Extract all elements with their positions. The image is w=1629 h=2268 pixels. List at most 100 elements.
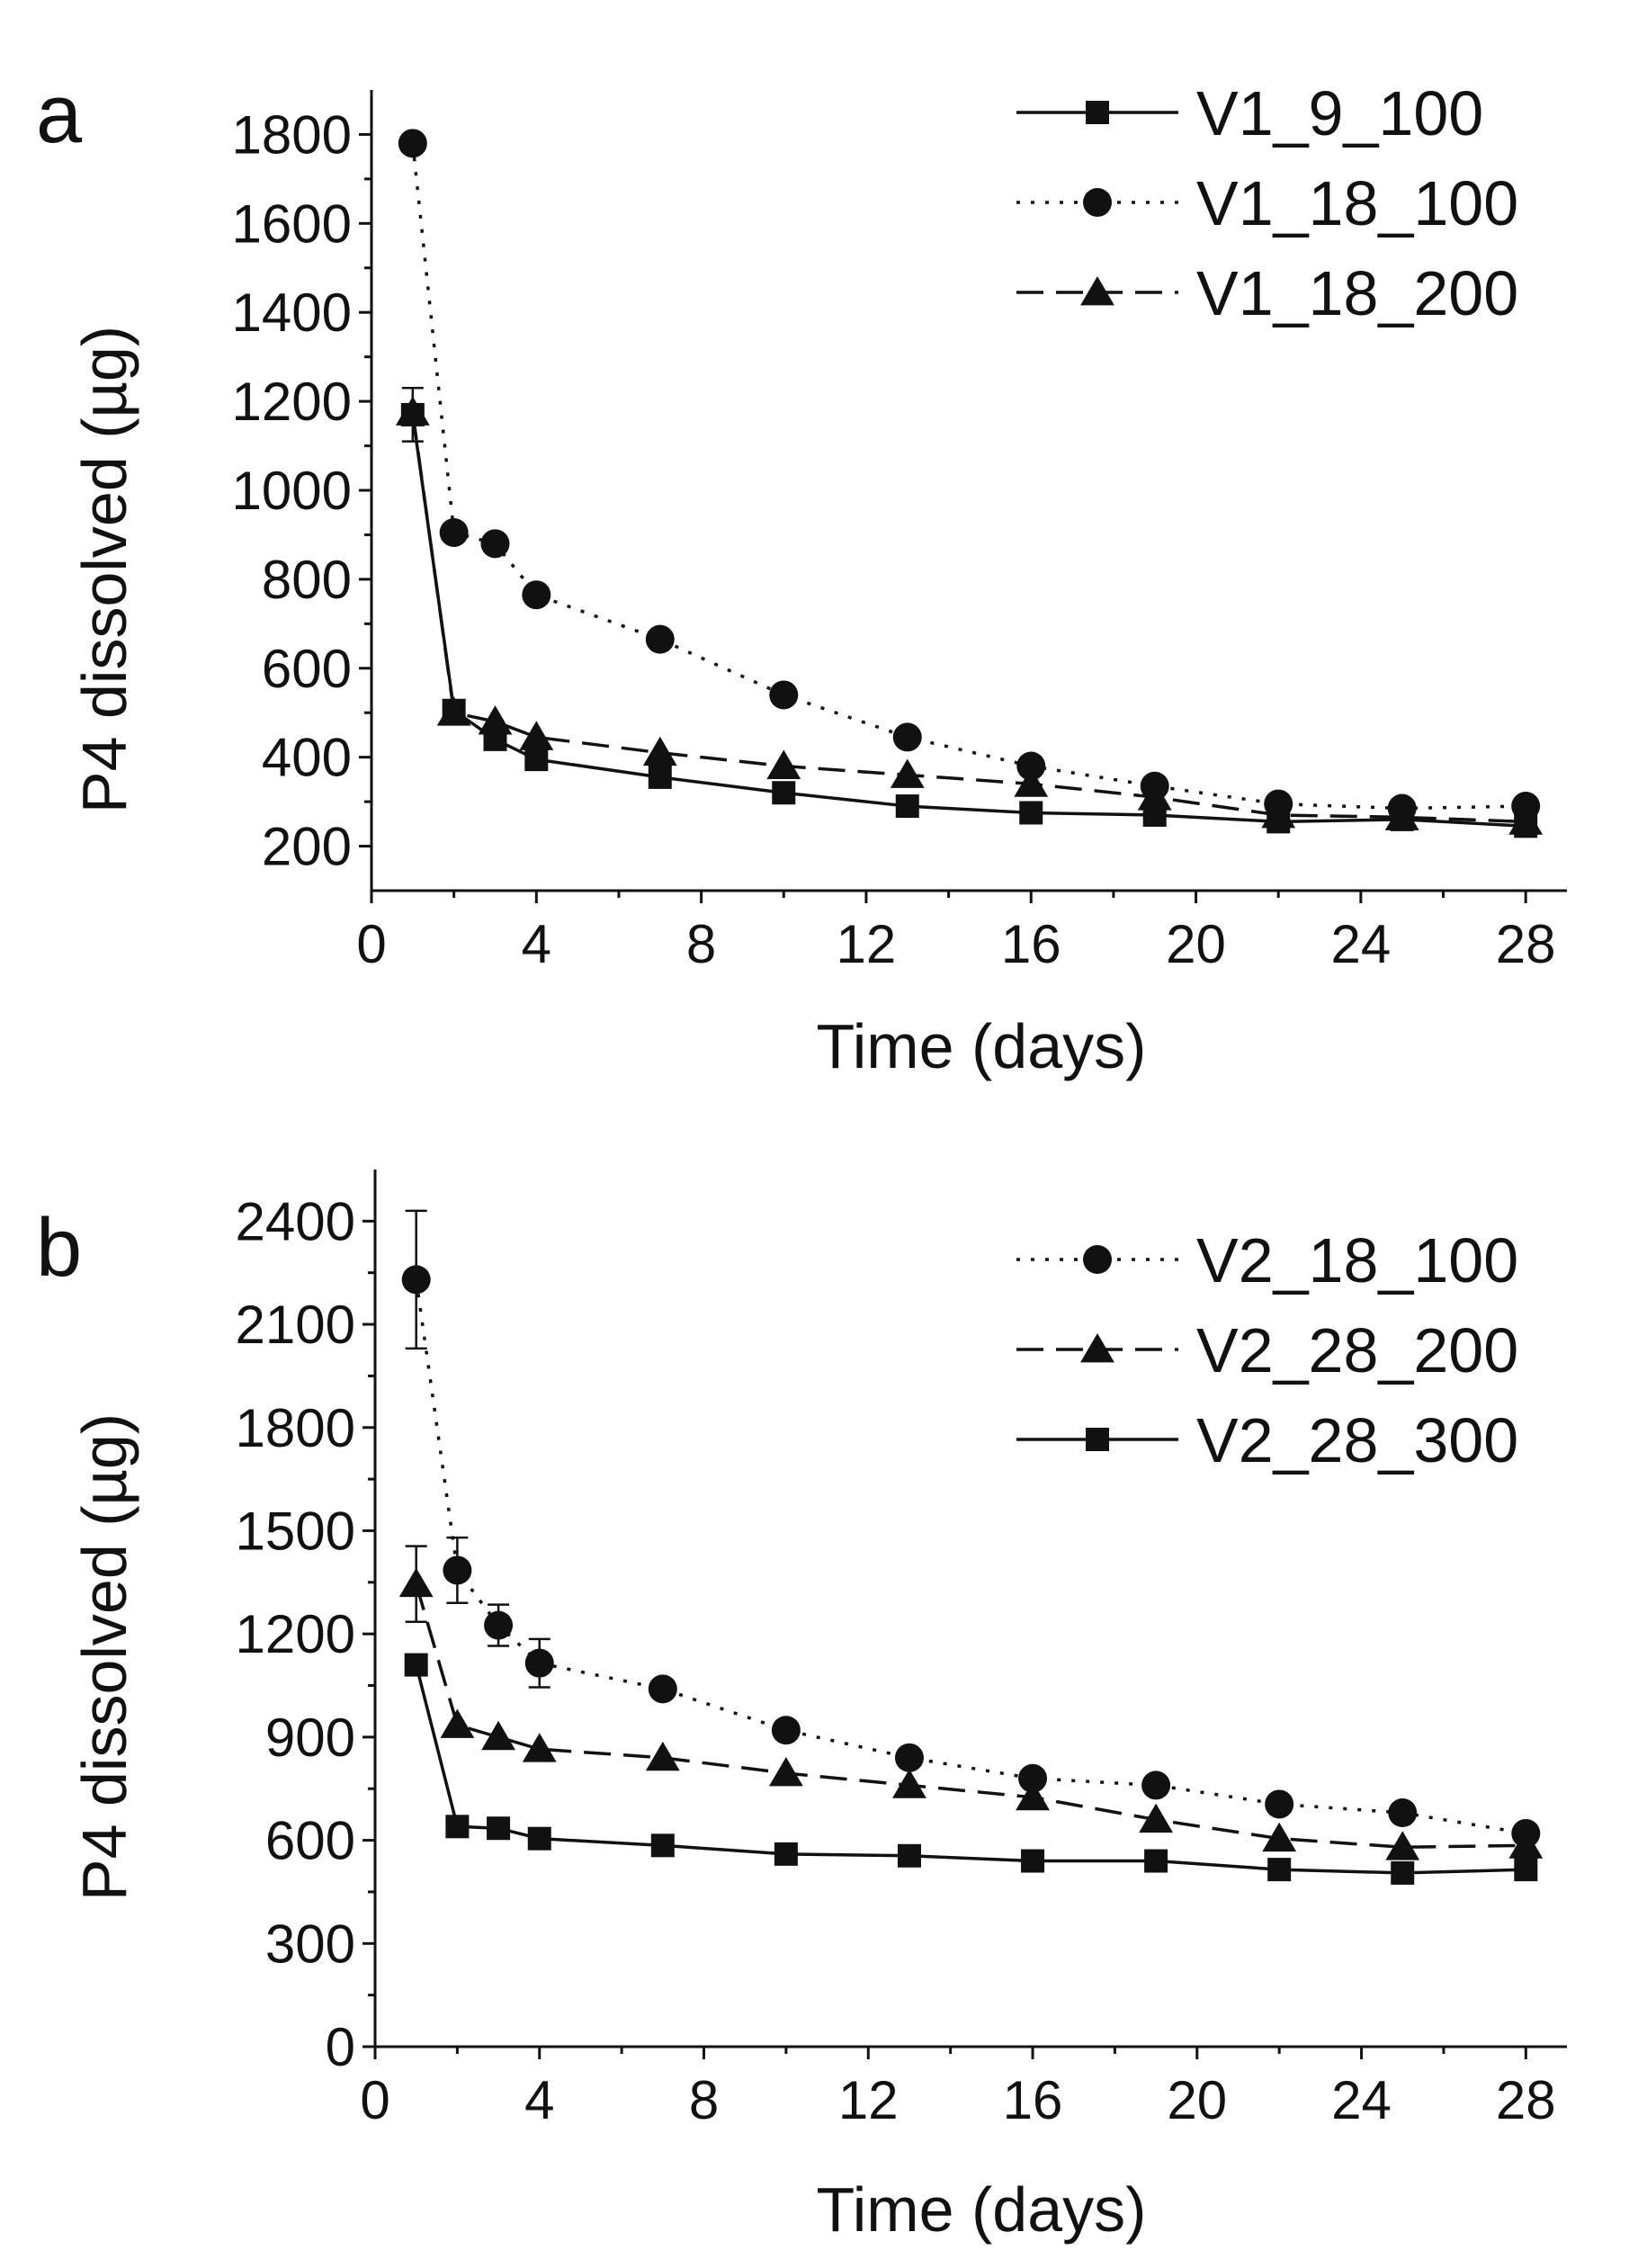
panel-b-legend: V2_18_100 V2_28_200 V2_28_300 — [1016, 1225, 1518, 1475]
x-tick-label: 12 — [838, 2070, 899, 2130]
data-point — [404, 1653, 428, 1677]
data-point — [478, 705, 513, 735]
x-tick-label: 20 — [1167, 2070, 1227, 2130]
data-point — [895, 794, 919, 819]
x-tick-label: 24 — [1331, 2070, 1392, 2130]
panel-a-legend-label: V1_9_100 — [1196, 78, 1483, 148]
x-tick-label: 16 — [1003, 2070, 1063, 2130]
x-tick-label: 20 — [1166, 914, 1226, 974]
data-point — [1388, 1798, 1418, 1827]
data-point — [436, 696, 471, 726]
data-point — [897, 1843, 921, 1868]
data-point — [1265, 1789, 1294, 1819]
x-tick-label: 0 — [356, 914, 386, 974]
data-point — [1514, 1858, 1538, 1882]
y-tick-label: 2100 — [236, 1295, 355, 1355]
data-point — [527, 1826, 551, 1851]
data-point — [766, 749, 801, 779]
data-point — [1016, 751, 1046, 781]
panel-a: a 0 4 8 12 16 20 24 28 200 400 600 800 1000 1200 1400 1… — [36, 68, 1567, 1081]
data-point — [1385, 1831, 1420, 1860]
y-tick-label: 1400 — [232, 282, 352, 343]
y-tick-label: 300 — [265, 1914, 355, 1974]
x-tick-label: 8 — [686, 914, 716, 974]
y-tick-label: 1000 — [232, 461, 352, 521]
data-point — [890, 758, 925, 788]
panel-a-legend-entry: V1_18_100 — [1016, 168, 1518, 238]
data-point — [524, 1648, 554, 1678]
data-point — [1144, 1849, 1168, 1873]
data-point — [445, 1815, 470, 1839]
data-point — [645, 624, 675, 654]
data-point — [892, 722, 922, 752]
data-point — [443, 1555, 472, 1585]
y-tick-label: 1200 — [236, 1604, 355, 1664]
series-V2_28_300 — [404, 1653, 1538, 1885]
series-V2_28_200 — [398, 1545, 1544, 1860]
y-tick-label: 1500 — [236, 1501, 355, 1561]
data-point — [648, 1674, 677, 1704]
y-tick-label: 900 — [265, 1708, 355, 1768]
data-point — [772, 781, 796, 805]
legend-marker — [1086, 1428, 1109, 1451]
data-point — [1139, 1803, 1174, 1833]
data-point — [401, 1265, 431, 1295]
data-point — [648, 765, 672, 789]
panel-b-legend-entry: V2_18_100 — [1016, 1225, 1518, 1295]
panel-a-x-axis-title: Time (days) — [817, 1011, 1147, 1081]
data-point — [1018, 1763, 1048, 1793]
panel-a-legend-entry: V1_9_100 — [1016, 78, 1483, 148]
y-tick-label: 600 — [265, 1811, 355, 1871]
data-point — [1141, 1770, 1171, 1800]
data-point — [484, 1610, 514, 1640]
data-point — [1137, 781, 1172, 811]
data-point — [480, 529, 510, 559]
data-point — [1267, 1858, 1292, 1882]
data-point — [522, 1733, 557, 1762]
x-tick-label: 4 — [524, 2070, 554, 2130]
legend-marker — [1080, 276, 1114, 306]
y-tick-label: 1200 — [232, 372, 352, 432]
panel-b-label: b — [36, 1202, 82, 1294]
panel-a-label: a — [36, 68, 83, 160]
panel-a-y-axis-title: P4 dissolved (µg) — [69, 326, 139, 813]
panel-a-legend: V1_9_100 V1_18_100 V1_18_200 — [1016, 78, 1518, 328]
data-point — [440, 1708, 475, 1738]
panel-a-legend-label: V1_18_100 — [1196, 168, 1518, 238]
panel-b-legend-label: V2_28_200 — [1196, 1315, 1518, 1385]
y-tick-label: 0 — [326, 2017, 355, 2077]
y-tick-label: 1600 — [232, 193, 352, 254]
data-point — [519, 721, 554, 750]
x-tick-label: 28 — [1496, 914, 1556, 974]
data-point — [395, 396, 430, 426]
data-point — [439, 517, 469, 547]
data-point — [771, 1716, 801, 1745]
x-tick-label: 28 — [1496, 2070, 1556, 2130]
data-point — [522, 580, 551, 610]
legend-marker — [1083, 188, 1112, 217]
data-point — [487, 1816, 511, 1841]
y-tick-label: 2400 — [236, 1191, 355, 1251]
panel-b-legend-label: V2_28_300 — [1196, 1405, 1518, 1475]
data-point — [645, 1741, 680, 1771]
panel-a-legend-label: V1_18_200 — [1196, 258, 1518, 328]
x-tick-label: 4 — [522, 914, 551, 974]
data-point — [1262, 1822, 1297, 1852]
data-point — [1016, 1780, 1050, 1811]
legend-marker — [1083, 1245, 1112, 1274]
data-point — [398, 129, 427, 158]
data-point — [481, 1720, 515, 1751]
series-V2_18_100 — [401, 1209, 1541, 1848]
data-point — [1384, 801, 1419, 830]
y-tick-label: 400 — [262, 728, 352, 788]
data-point — [650, 1833, 675, 1858]
data-point — [1508, 1829, 1544, 1859]
panel-b-plot-area: 0 4 8 12 16 20 24 28 0 300 600 900 1200 1500 1800 2100 2… — [236, 1170, 1567, 2130]
data-point — [1021, 1849, 1045, 1873]
data-point — [774, 1842, 798, 1866]
y-tick-label: 200 — [262, 817, 352, 877]
data-point — [768, 1757, 803, 1787]
y-tick-label: 800 — [262, 550, 352, 610]
panel-b-y-axis-title: P4 dissolved (µg) — [69, 1413, 139, 1901]
